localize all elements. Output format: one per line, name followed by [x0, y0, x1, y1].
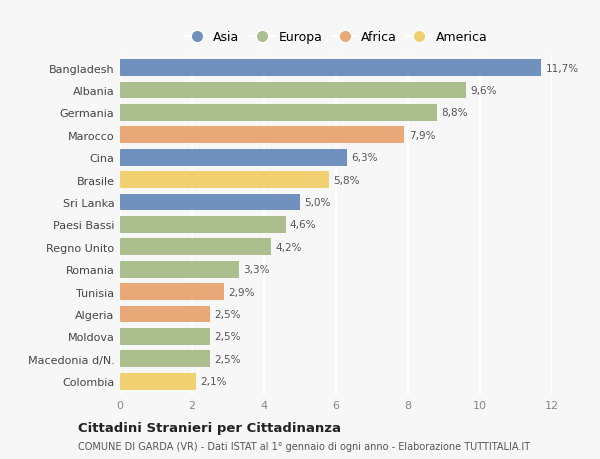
Bar: [120, 60, 541, 77]
Text: 11,7%: 11,7%: [545, 63, 578, 73]
Text: 4,2%: 4,2%: [275, 242, 302, 252]
Text: 4,6%: 4,6%: [290, 220, 316, 230]
Bar: [120, 83, 466, 99]
Text: 5,0%: 5,0%: [304, 197, 331, 207]
Bar: [120, 150, 347, 166]
Bar: [120, 127, 404, 144]
Text: 7,9%: 7,9%: [409, 130, 435, 140]
Text: 3,3%: 3,3%: [243, 264, 269, 274]
Text: 2,5%: 2,5%: [214, 332, 241, 341]
Text: 5,8%: 5,8%: [333, 175, 359, 185]
Bar: [120, 172, 329, 189]
Text: 2,5%: 2,5%: [214, 354, 241, 364]
Text: 6,3%: 6,3%: [351, 153, 377, 163]
Bar: [120, 306, 210, 323]
Text: 9,6%: 9,6%: [470, 86, 496, 96]
Bar: [120, 239, 271, 256]
Text: COMUNE DI GARDA (VR) - Dati ISTAT al 1° gennaio di ogni anno - Elaborazione TUTT: COMUNE DI GARDA (VR) - Dati ISTAT al 1° …: [78, 441, 530, 451]
Text: 2,1%: 2,1%: [200, 376, 226, 386]
Text: 2,9%: 2,9%: [229, 287, 255, 297]
Bar: [120, 261, 239, 278]
Text: 8,8%: 8,8%: [441, 108, 467, 118]
Bar: [120, 217, 286, 233]
Text: 2,5%: 2,5%: [214, 309, 241, 319]
Legend: Asia, Europa, Africa, America: Asia, Europa, Africa, America: [181, 28, 491, 48]
Text: Cittadini Stranieri per Cittadinanza: Cittadini Stranieri per Cittadinanza: [78, 421, 341, 434]
Bar: [120, 373, 196, 390]
Bar: [120, 194, 300, 211]
Bar: [120, 328, 210, 345]
Bar: [120, 284, 224, 300]
Bar: [120, 105, 437, 122]
Bar: [120, 351, 210, 367]
